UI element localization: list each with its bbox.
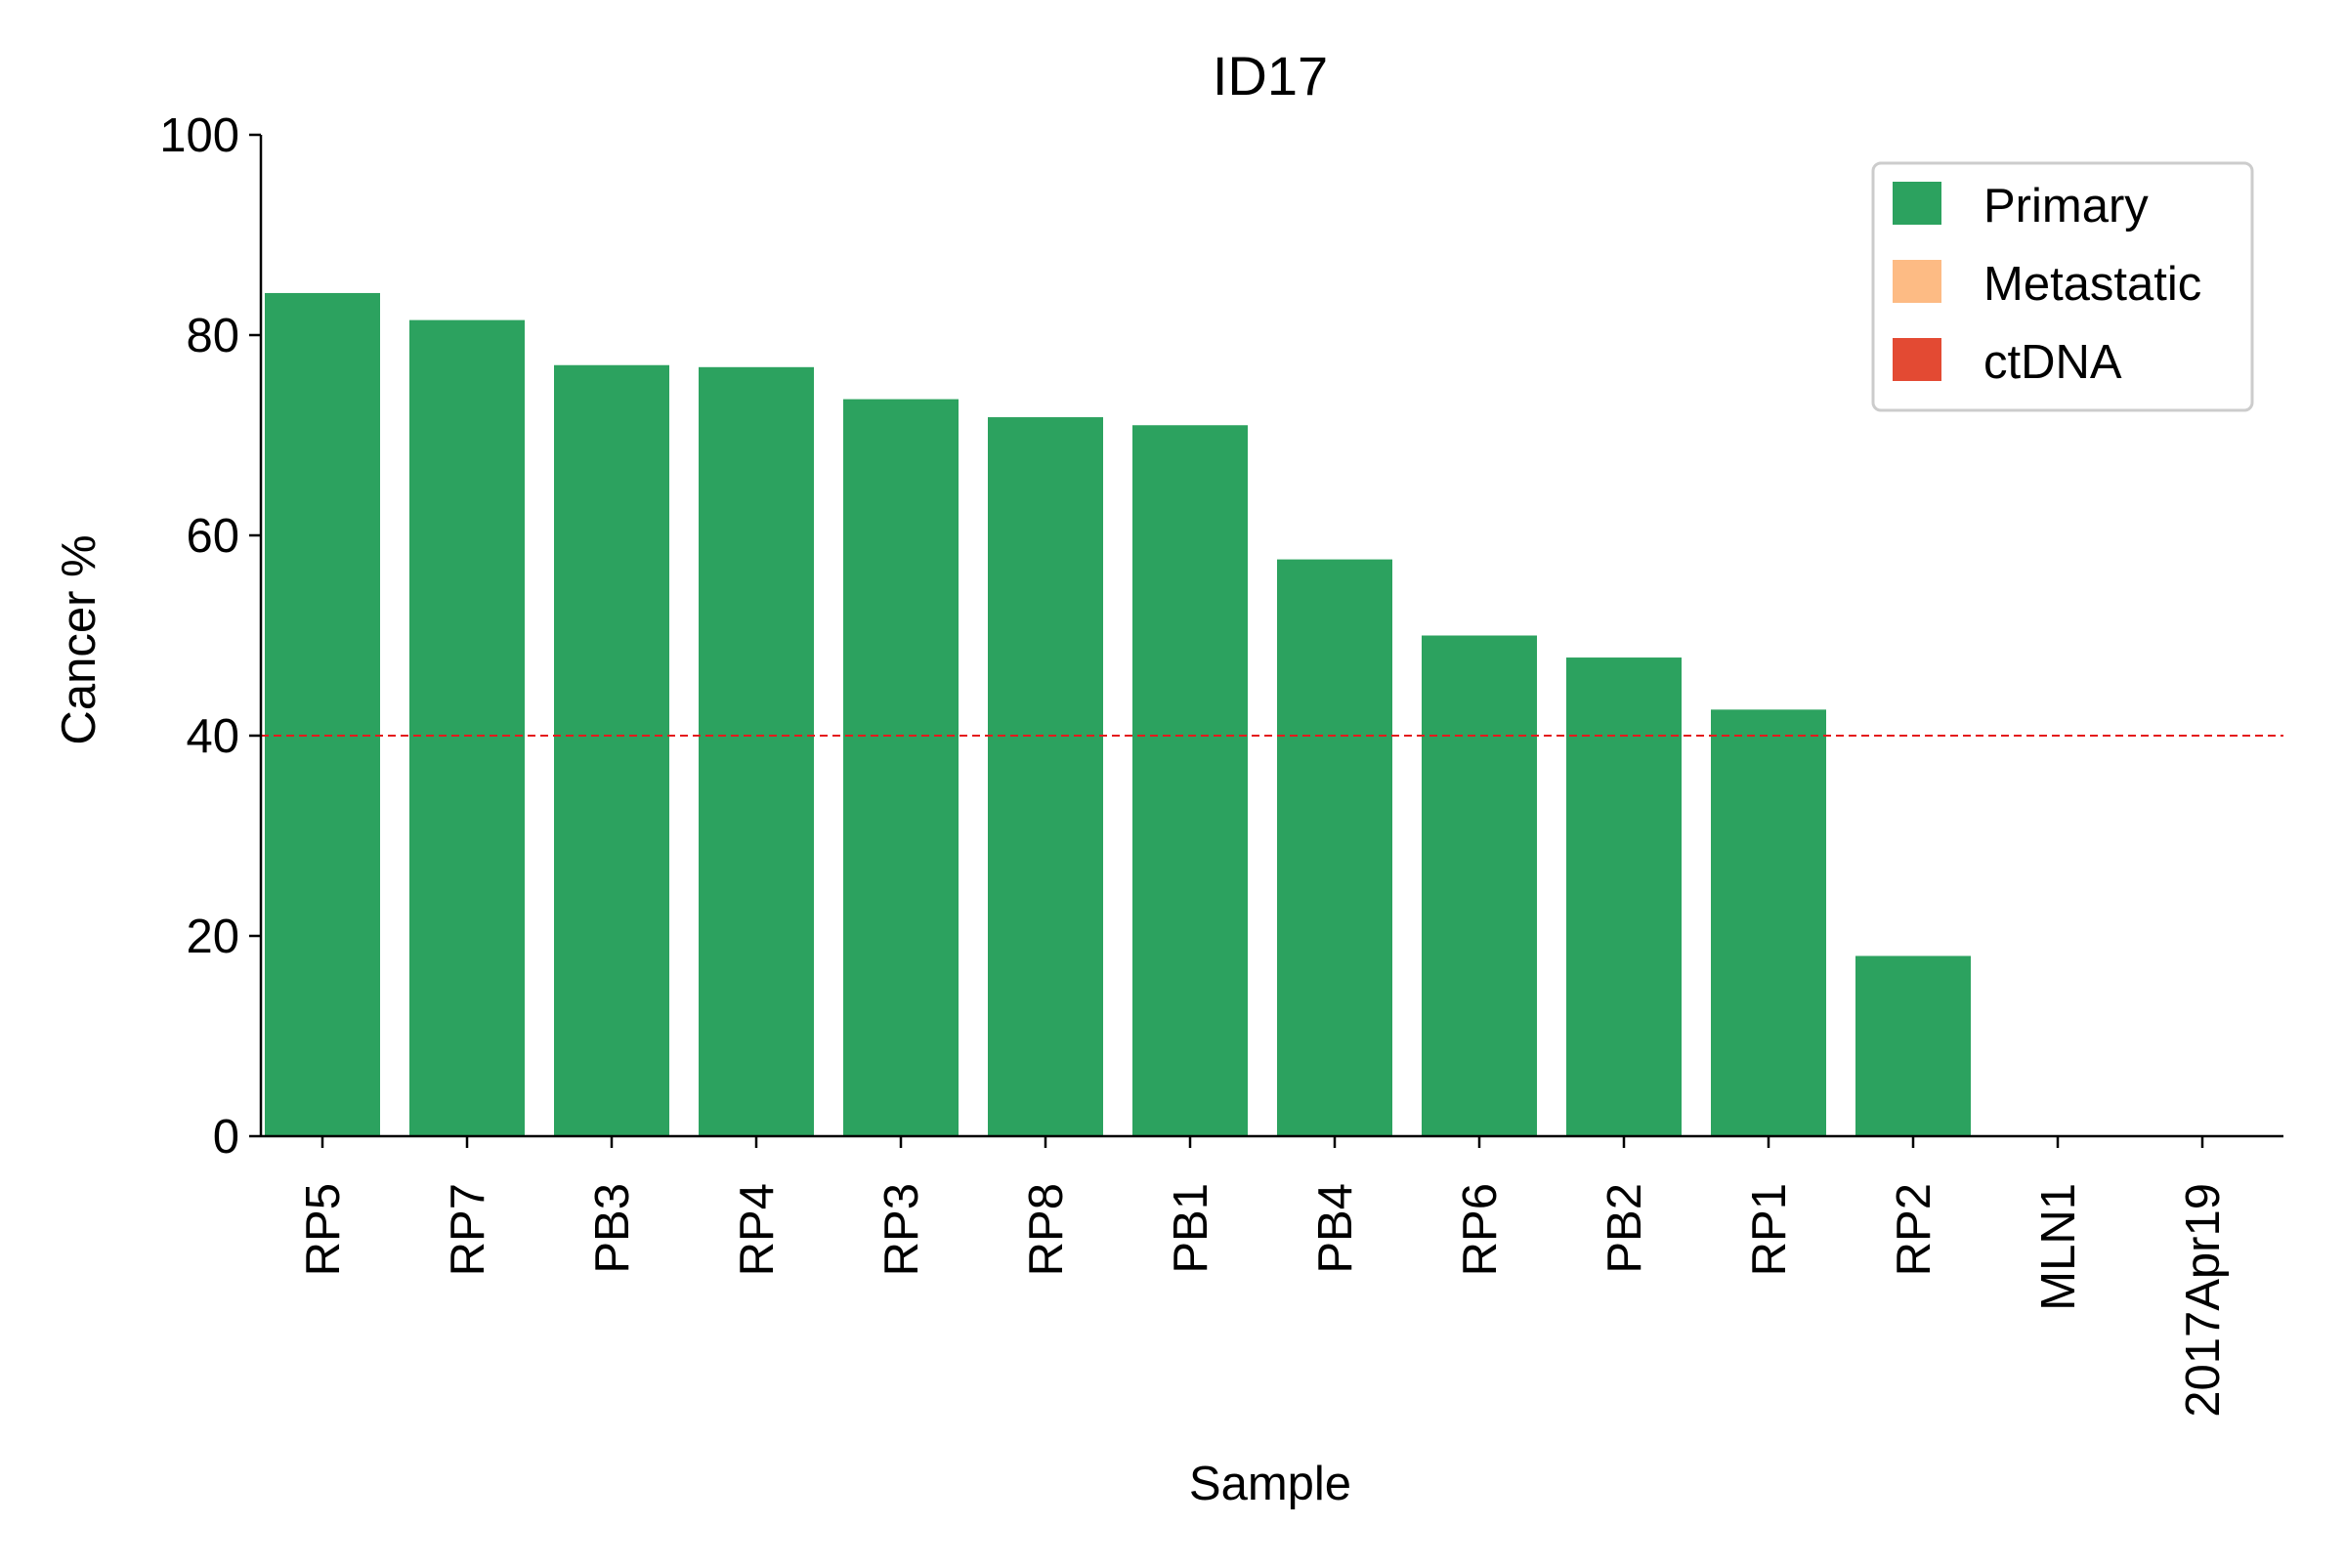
x-tick-label: RP1 — [1743, 1183, 1796, 1276]
y-tick-label: 40 — [186, 710, 239, 763]
bars-layer — [265, 292, 1971, 1137]
chart-title: ID17 — [1213, 45, 1328, 106]
x-tick-label: RP8 — [1020, 1183, 1073, 1276]
axes-layer: 0 20 40 60 80 100 RP5 RP7 PB3 RP4 RP3 RP8 PB1 PB4 RP6 P… — [159, 109, 2283, 1418]
legend-swatch-primary — [1893, 182, 1941, 225]
x-tick-label: PB3 — [586, 1183, 639, 1274]
x-tick-label: RP6 — [1454, 1183, 1507, 1276]
bar-rp8 — [988, 417, 1103, 1136]
legend: Primary Metastatic ctDNA — [1871, 161, 2254, 412]
x-tick-label: RP7 — [442, 1183, 494, 1276]
bar-rp2 — [1855, 955, 1971, 1136]
bar-rp4 — [699, 366, 814, 1136]
x-tick-label: RP4 — [731, 1183, 784, 1276]
y-tick-label: 0 — [213, 1111, 239, 1164]
bar-pb3 — [554, 364, 669, 1136]
x-tick-label: RP3 — [875, 1183, 928, 1276]
bar-rp3 — [843, 399, 959, 1137]
y-tick-label: 60 — [186, 510, 239, 563]
y-tick-label: 80 — [186, 310, 239, 362]
bar-pb2 — [1566, 657, 1682, 1136]
y-tick-label: 100 — [159, 109, 239, 162]
x-tick-label: RP2 — [1888, 1183, 1940, 1276]
legend-label-primary: Primary — [1983, 180, 2149, 233]
bar-pb1 — [1132, 425, 1248, 1136]
y-axis-label: Cancer % — [53, 534, 106, 744]
x-tick-label: 2017Apr19 — [2177, 1183, 2230, 1418]
legend-swatch-metastatic — [1893, 260, 1941, 303]
x-tick-label: PB2 — [1599, 1183, 1651, 1274]
x-axis-label: Sample — [1189, 1458, 1351, 1510]
x-tick-label: PB1 — [1165, 1183, 1217, 1274]
y-tick-label: 20 — [186, 911, 239, 963]
x-tick-label: RP5 — [297, 1183, 350, 1276]
legend-label-ctdna: ctDNA — [1983, 336, 2122, 389]
legend-swatch-ctdna — [1893, 338, 1941, 381]
bar-rp1 — [1711, 709, 1826, 1136]
bar-pb4 — [1277, 559, 1392, 1136]
bar-rp5 — [265, 292, 380, 1136]
x-tick-label: MLN1 — [2032, 1183, 2085, 1311]
legend-frame — [1871, 161, 2254, 412]
x-tick-label: PB4 — [1309, 1183, 1362, 1274]
bar-rp7 — [409, 319, 525, 1136]
bar-rp6 — [1422, 635, 1537, 1136]
legend-label-metastatic: Metastatic — [1983, 258, 2201, 311]
labels-layer: ID17 Sample Cancer % — [53, 45, 1351, 1510]
